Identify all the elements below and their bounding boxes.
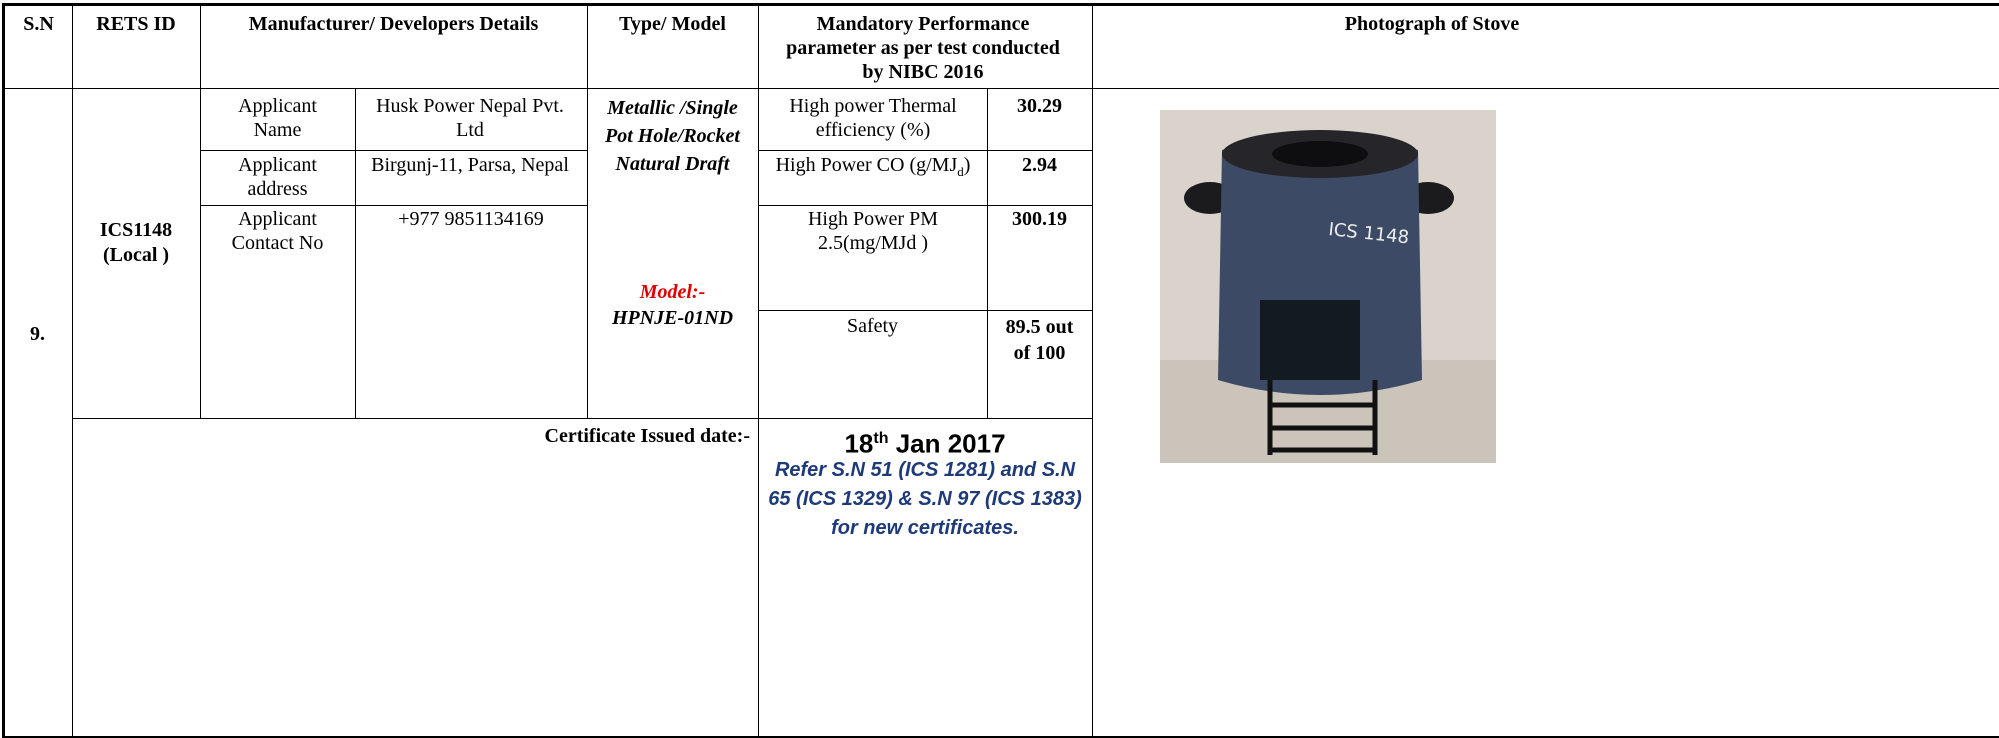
border bbox=[587, 3, 588, 418]
date-rest: Jan 2017 bbox=[888, 428, 1006, 459]
applicant-value: Birgunj-11, Parsa, Nepal bbox=[371, 154, 569, 176]
parameter-value: 30.29 bbox=[1017, 95, 1062, 117]
model: HPNJE-01ND bbox=[611, 307, 734, 329]
border bbox=[2, 88, 1999, 89]
border bbox=[758, 150, 1092, 151]
header-performance: Mandatory Performance parameter as per t… bbox=[786, 13, 1060, 83]
border bbox=[200, 3, 201, 418]
model-label: Model:- bbox=[639, 281, 706, 303]
parameter-value: 300.19 bbox=[1012, 208, 1067, 230]
stove-photo: ICS 1148 bbox=[1160, 110, 1496, 463]
rets-note: (Local ) bbox=[102, 244, 170, 266]
border bbox=[2, 736, 1999, 738]
sn: 9. bbox=[30, 323, 45, 345]
fuel-door bbox=[1260, 300, 1360, 380]
parameter: High Power PM 2.5(mg/MJd ) bbox=[807, 208, 938, 254]
certificate-label: Certificate Issued date:- bbox=[544, 425, 751, 447]
parameter-text: High Power CO (g/MJ bbox=[775, 154, 958, 176]
pot-hole bbox=[1272, 141, 1368, 167]
border bbox=[2, 3, 5, 738]
parameter-value: 89.5 out of 100 bbox=[1005, 316, 1074, 364]
parameter: Safety bbox=[846, 315, 899, 337]
parameter: High Power CO (g/MJd) bbox=[768, 153, 978, 184]
issue-date: 18th Jan 2017 bbox=[758, 422, 1092, 461]
border bbox=[1092, 3, 1093, 738]
applicant-label: Applicant Name bbox=[238, 95, 317, 141]
parameter: High power Thermal efficiency (%) bbox=[789, 95, 957, 141]
border bbox=[72, 3, 73, 738]
date-suffix: th bbox=[873, 430, 889, 447]
date-day: 18 bbox=[844, 428, 874, 459]
parameter-sub: d bbox=[957, 164, 964, 179]
border bbox=[200, 150, 587, 151]
applicant-value: +977 9851134169 bbox=[398, 208, 544, 230]
applicant-value: Husk Power Nepal Pvt. Ltd bbox=[376, 95, 564, 141]
type: Metallic /Single Pot Hole/Rocket Natural… bbox=[605, 97, 740, 175]
header-photo: Photograph of Stove bbox=[1344, 13, 1520, 35]
parameter-value: 2.94 bbox=[1022, 154, 1057, 176]
border bbox=[355, 88, 356, 418]
border bbox=[758, 205, 1092, 206]
border bbox=[72, 418, 1092, 419]
applicant-label: Applicant address bbox=[238, 154, 317, 200]
parameter-tail: ) bbox=[963, 154, 971, 176]
header-sn: S.N bbox=[23, 13, 54, 35]
border bbox=[200, 205, 587, 206]
border bbox=[2, 3, 1999, 6]
applicant-label: Applicant Contact No bbox=[231, 208, 324, 254]
border bbox=[987, 88, 988, 418]
rets-id: ICS1148 bbox=[99, 219, 173, 241]
note: Refer S.N 51 (ICS 1281) and S.N 65 (ICS … bbox=[768, 459, 1082, 539]
header-manufacturer: Manufacturer/ Developers Details bbox=[248, 13, 539, 35]
fuel-rack bbox=[1267, 380, 1378, 455]
border bbox=[758, 310, 1092, 311]
border bbox=[758, 3, 759, 738]
header-rets-id: RETS ID bbox=[96, 13, 176, 35]
header-type: Type/ Model bbox=[619, 13, 726, 35]
